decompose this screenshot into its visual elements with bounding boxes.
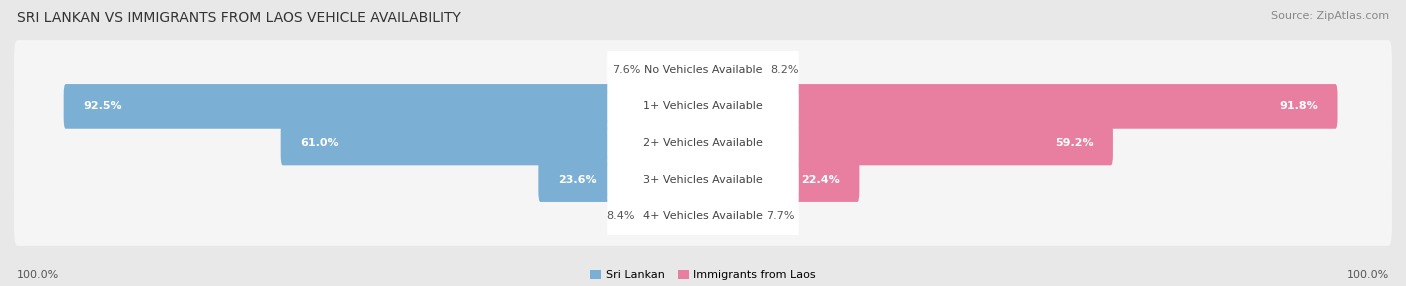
Text: SRI LANKAN VS IMMIGRANTS FROM LAOS VEHICLE AVAILABILITY: SRI LANKAN VS IMMIGRANTS FROM LAOS VEHIC… [17, 11, 461, 25]
FancyBboxPatch shape [14, 186, 1392, 246]
FancyBboxPatch shape [14, 150, 1392, 209]
FancyBboxPatch shape [14, 113, 1392, 173]
Text: Source: ZipAtlas.com: Source: ZipAtlas.com [1271, 11, 1389, 21]
FancyBboxPatch shape [702, 194, 758, 239]
Text: 1+ Vehicles Available: 1+ Vehicles Available [643, 102, 763, 111]
Text: 100.0%: 100.0% [1347, 270, 1389, 280]
Legend: Sri Lankan, Immigrants from Laos: Sri Lankan, Immigrants from Laos [591, 270, 815, 280]
FancyBboxPatch shape [538, 157, 704, 202]
Text: 4+ Vehicles Available: 4+ Vehicles Available [643, 211, 763, 221]
Text: 91.8%: 91.8% [1279, 102, 1319, 111]
FancyBboxPatch shape [643, 194, 704, 239]
Text: No Vehicles Available: No Vehicles Available [644, 65, 762, 75]
Text: 7.6%: 7.6% [612, 65, 640, 75]
FancyBboxPatch shape [281, 121, 704, 165]
Text: 92.5%: 92.5% [83, 102, 121, 111]
FancyBboxPatch shape [607, 44, 799, 96]
Text: 8.4%: 8.4% [606, 211, 634, 221]
Text: 100.0%: 100.0% [17, 270, 59, 280]
Text: 3+ Vehicles Available: 3+ Vehicles Available [643, 175, 763, 184]
FancyBboxPatch shape [14, 40, 1392, 100]
Text: 8.2%: 8.2% [770, 65, 799, 75]
Text: 23.6%: 23.6% [558, 175, 596, 184]
FancyBboxPatch shape [702, 47, 762, 92]
Text: 22.4%: 22.4% [801, 175, 841, 184]
FancyBboxPatch shape [702, 84, 1337, 129]
FancyBboxPatch shape [607, 117, 799, 169]
Text: 7.7%: 7.7% [766, 211, 794, 221]
FancyBboxPatch shape [702, 121, 1114, 165]
FancyBboxPatch shape [607, 80, 799, 132]
Text: 2+ Vehicles Available: 2+ Vehicles Available [643, 138, 763, 148]
FancyBboxPatch shape [63, 84, 704, 129]
FancyBboxPatch shape [14, 77, 1392, 136]
FancyBboxPatch shape [648, 47, 704, 92]
Text: 61.0%: 61.0% [299, 138, 339, 148]
FancyBboxPatch shape [607, 190, 799, 242]
Text: 59.2%: 59.2% [1054, 138, 1094, 148]
FancyBboxPatch shape [607, 154, 799, 206]
FancyBboxPatch shape [702, 157, 859, 202]
